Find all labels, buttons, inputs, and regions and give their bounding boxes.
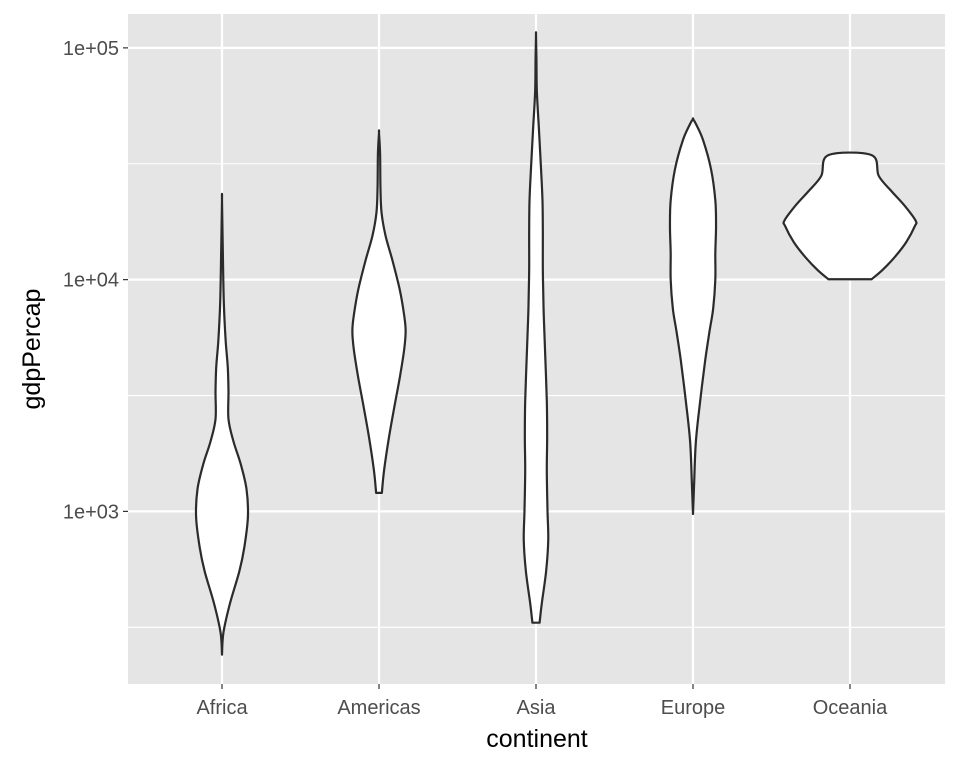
violin-europe — [668, 117, 718, 516]
violin-oceania — [782, 151, 918, 281]
x-tick-label: Oceania — [813, 697, 888, 719]
x-tick-label: Europe — [661, 697, 726, 719]
x-axis-title: continent — [486, 725, 588, 753]
violin-africa — [194, 192, 250, 656]
x-tick-label: Americas — [337, 697, 420, 719]
violin-asia — [522, 31, 550, 624]
y-tick-label: 1e+03 — [63, 501, 119, 523]
y-tick-label: 1e+05 — [63, 38, 119, 60]
y-axis-ticks: 1e+03 1e+04 1e+05 — [63, 38, 128, 523]
x-axis-ticks: Africa Americas Asia Europe Oceania — [196, 684, 888, 719]
x-tick-label: Asia — [517, 697, 557, 719]
violin-americas — [351, 129, 407, 494]
x-tick-label: Africa — [196, 697, 248, 719]
violins — [194, 31, 918, 656]
y-axis-title: gdpPercap — [18, 289, 46, 410]
y-tick-label: 1e+04 — [63, 270, 119, 292]
